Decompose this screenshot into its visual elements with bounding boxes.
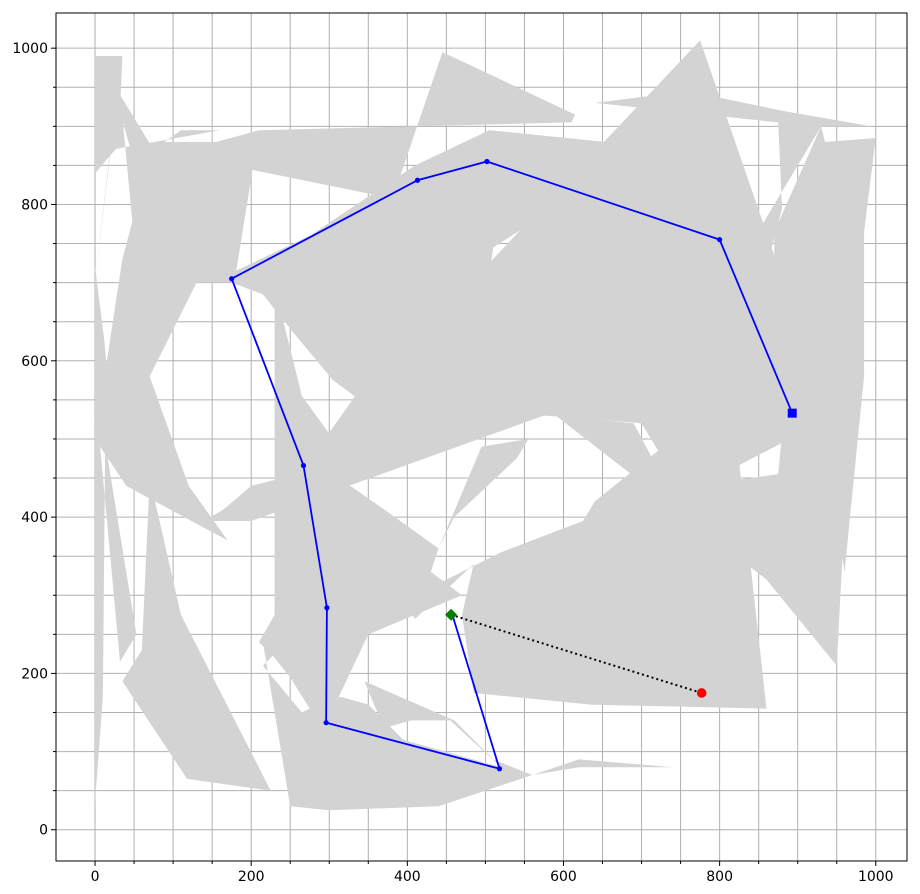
path-vertex-point: [414, 177, 421, 183]
goal-marker: [696, 688, 707, 698]
obstacle-polygon: [149, 130, 259, 283]
path-vertex-point: [323, 720, 329, 726]
x-tick-label: 400: [394, 869, 421, 885]
y-tick-label: 400: [21, 510, 48, 526]
path-vertex-point: [229, 276, 235, 282]
path-vertex-point: [717, 237, 723, 243]
y-tick-label: 800: [21, 197, 48, 213]
obstacle-polygon: [110, 52, 576, 283]
obstacle-polygon: [399, 392, 767, 709]
x-tick-label: 1000: [858, 869, 894, 885]
path-line: [230, 160, 794, 771]
obstacle-polygon: [204, 40, 794, 522]
y-tick-label: 1000: [12, 41, 48, 57]
obstacle-polygon: [555, 141, 865, 666]
path-vertex-point: [484, 158, 490, 165]
y-tick-label: 0: [39, 823, 48, 839]
x-tick-label: 200: [238, 869, 265, 885]
plot-frame: [55, 12, 908, 862]
x-tick-label: 0: [91, 869, 100, 885]
path-vertex-point: [324, 605, 330, 611]
obstacle-polygon: [196, 130, 658, 436]
straight-dotted-line: [450, 613, 702, 694]
y-tick-label: 600: [21, 354, 48, 370]
y-tick-label: 200: [21, 666, 48, 682]
x-tick-label: 600: [550, 869, 577, 885]
obstacle-polygon: [262, 609, 673, 811]
obstacle-layer: [95, 40, 876, 811]
path-vertex-point: [300, 462, 307, 469]
obstacle-polygon: [95, 55, 137, 803]
start-marker: [787, 408, 797, 418]
tick-layer: 0 200 400 600 800 1000 0 200 400 600 800 1000: [12, 41, 893, 885]
marker-layer: [445, 408, 797, 698]
path-vertex-point: [496, 766, 503, 772]
diamond-marker: [445, 608, 458, 621]
x-tick-label: 800: [706, 869, 733, 885]
obstacle-polygon: [594, 91, 872, 357]
obstacle-polygon: [122, 478, 271, 791]
